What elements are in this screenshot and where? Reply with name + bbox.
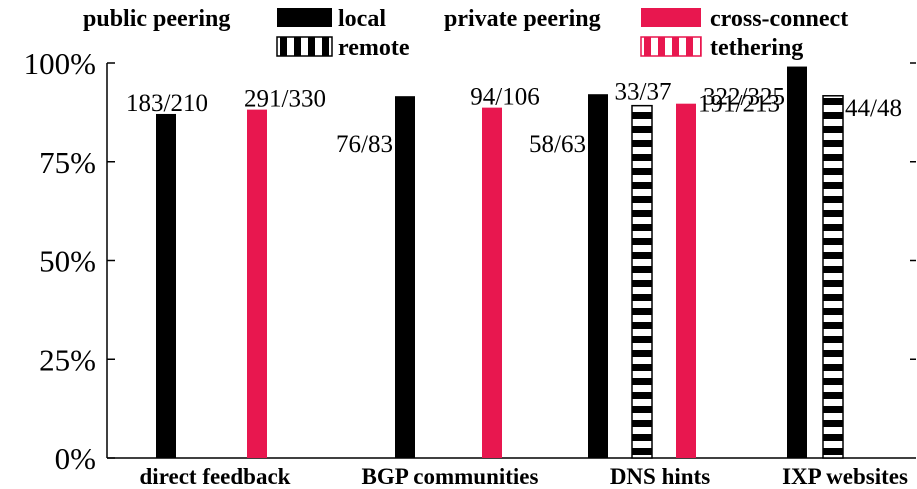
legend: public peering local remote private peer… [83, 6, 848, 61]
bar-local [395, 96, 415, 459]
data-label-local: 76/83 [336, 131, 393, 158]
bar-remote [822, 95, 844, 459]
y-tick-label: 50% [39, 244, 96, 279]
x-tick-label: IXP websites [782, 464, 908, 489]
bar-local [156, 113, 176, 458]
data-label-local: 58/63 [529, 131, 586, 158]
legend-swatch-local [277, 8, 332, 27]
data-label-local: 322/325 [703, 84, 785, 111]
x-tick-label: BGP communities [362, 464, 539, 489]
data-label-remote: 33/37 [615, 79, 672, 106]
y-tick-label: 0% [55, 441, 96, 476]
legend-label-remote: remote [338, 35, 410, 61]
x-tick-label: DNS hints [610, 464, 710, 489]
right-ticks [910, 62, 916, 360]
legend-swatch-remote [276, 36, 333, 57]
x-tick-label: direct feedback [140, 464, 291, 489]
legend-label-tethering: tethering [710, 35, 803, 61]
bars [156, 66, 844, 459]
legend-swatch-tethering [640, 36, 702, 57]
bar-remote [631, 104, 653, 459]
x-category-labels: direct feedback BGP communities DNS hints I… [140, 464, 908, 489]
y-ticks: 0% 25% 50% 75% 100% [24, 46, 115, 476]
bar-local [787, 66, 807, 459]
bar-cross-connect [482, 107, 502, 458]
data-label-cross-connect: 94/106 [470, 84, 539, 111]
y-tick-label: 100% [24, 46, 96, 81]
legend-label-local: local [338, 6, 386, 32]
data-label-cross-connect: 291/330 [244, 86, 326, 113]
y-tick-label: 25% [39, 342, 96, 377]
bar-local [588, 94, 608, 458]
data-label-remote: 44/48 [845, 95, 902, 122]
bar-cross-connect [676, 103, 696, 458]
legend-swatch-cross-connect [641, 8, 701, 27]
data-label-local: 183/210 [126, 90, 208, 117]
legend-group-public: public peering [83, 6, 230, 32]
y-tick-label: 75% [39, 145, 96, 180]
data-label-cross-connect: 191/213 [698, 91, 780, 118]
legend-label-cross-connect: cross-connect [710, 6, 848, 32]
bar-cross-connect [247, 109, 267, 459]
legend-group-private: private peering [444, 6, 601, 32]
bar-data-labels: 183/210 76/83 58/63 322/325 33/37 44/48 291/33… [126, 79, 902, 159]
